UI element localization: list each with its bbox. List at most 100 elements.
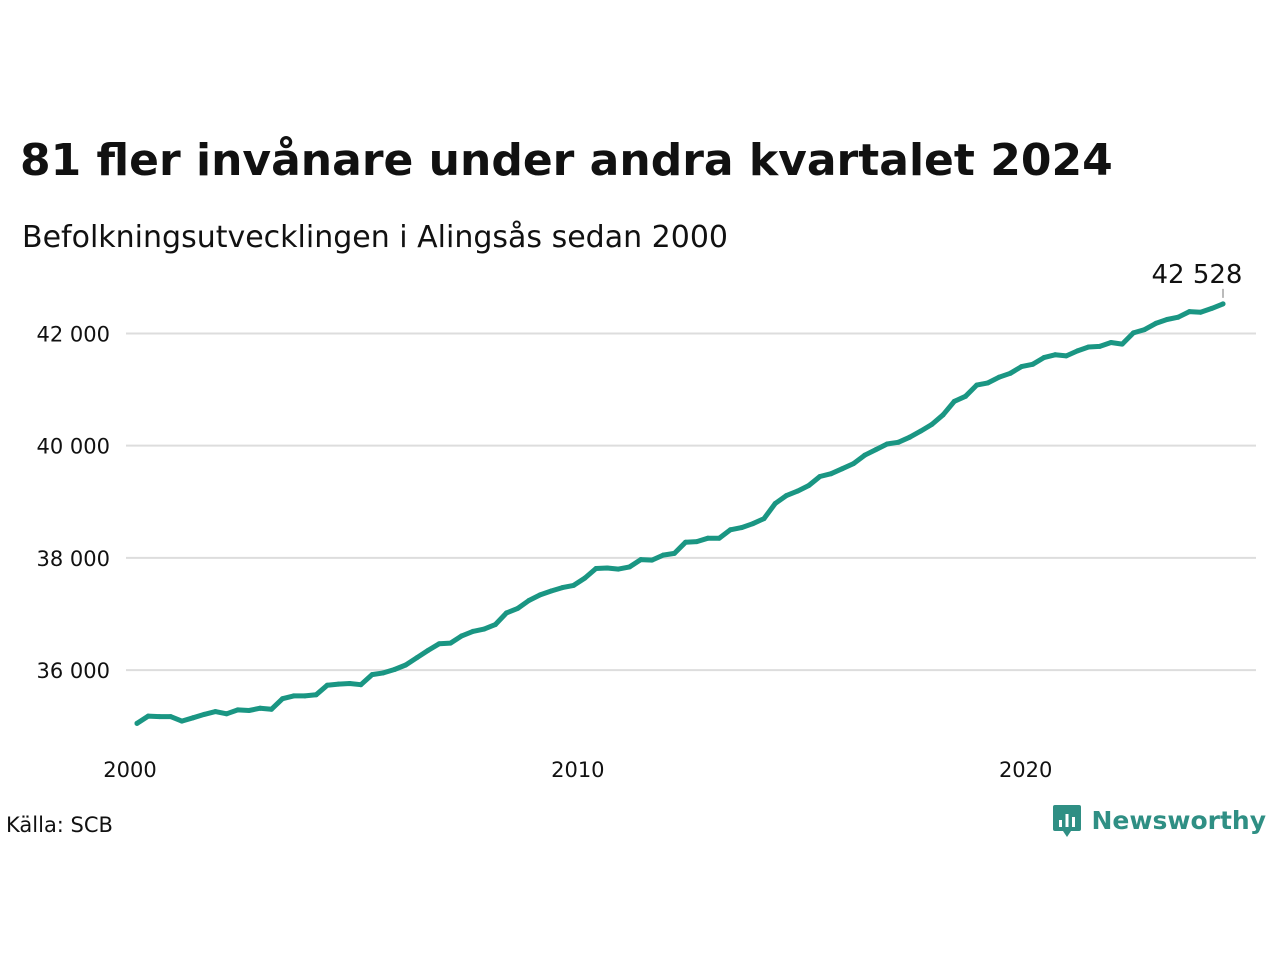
data-point [537, 592, 543, 598]
data-point [918, 428, 924, 434]
bar-chart-speech-bubble-icon [1052, 805, 1081, 837]
data-point [1108, 340, 1114, 345]
data-point [649, 557, 655, 563]
data-point [313, 692, 319, 698]
data-point [996, 374, 1002, 380]
chart-subtitle: Befolkningsutvecklingen i Alingsås sedan… [22, 220, 728, 255]
data-point [1164, 317, 1170, 322]
data-point [548, 588, 554, 594]
data-point [1019, 364, 1024, 370]
data-point [895, 439, 901, 445]
data-point [828, 471, 834, 477]
data-point [425, 647, 431, 653]
data-point [235, 707, 241, 713]
data-point [683, 539, 689, 545]
data-point [783, 493, 789, 499]
y-axis-tick-labels: 36 000 38 000 40 000 42 000 [37, 322, 110, 683]
data-point [1063, 353, 1069, 359]
y-tick-label: 38 000 [37, 547, 110, 571]
x-tick-label: 2020 [999, 758, 1052, 782]
data-point [504, 610, 509, 616]
data-point [358, 682, 364, 688]
data-point [627, 564, 633, 570]
data-point [593, 566, 599, 571]
data-point [761, 516, 767, 522]
data-point [582, 575, 588, 581]
data-point [201, 711, 207, 717]
end-value-label: 42 528 [1152, 260, 1243, 290]
data-point [750, 521, 756, 527]
data-point [963, 393, 968, 399]
data-point [727, 527, 733, 533]
x-tick-label: 2000 [103, 758, 156, 782]
data-point [739, 525, 745, 531]
data-point [515, 605, 521, 611]
data-point [1086, 344, 1092, 350]
source-note: Källa: SCB [6, 813, 113, 837]
data-point [481, 626, 487, 632]
data-point [1130, 330, 1136, 336]
data-point [571, 582, 577, 588]
data-point [772, 501, 778, 506]
data-point [1186, 309, 1192, 315]
data-point [1198, 309, 1204, 315]
data-point [907, 434, 912, 440]
data-point [403, 662, 409, 668]
data-point [526, 598, 532, 603]
data-point [156, 714, 162, 720]
data-point [839, 466, 845, 472]
data-point [817, 474, 823, 479]
data-point [336, 681, 341, 687]
data-point [1153, 320, 1159, 326]
data-point [168, 714, 174, 720]
data-point [940, 412, 946, 418]
data-points [134, 301, 1226, 726]
data-point [134, 720, 140, 726]
brand-logo[interactable]: Newsworthy [1052, 803, 1266, 839]
data-point [492, 622, 498, 628]
data-point [347, 681, 353, 686]
y-tick-label: 40 000 [37, 435, 110, 459]
data-point [280, 696, 285, 702]
data-point [380, 670, 386, 676]
data-point [257, 705, 263, 711]
data-point [873, 447, 879, 453]
data-point [660, 552, 666, 558]
x-tick-label: 2010 [551, 758, 604, 782]
data-point [884, 441, 890, 447]
data-point [246, 708, 252, 713]
data-point [1220, 301, 1226, 307]
data-point [974, 382, 980, 388]
data-point [694, 539, 700, 545]
data-point [951, 398, 957, 404]
data-point [1007, 370, 1013, 376]
data-point [1175, 314, 1181, 320]
data-point [1052, 352, 1058, 358]
data-point [324, 682, 330, 688]
data-point [190, 715, 196, 721]
y-tick-label: 36 000 [37, 659, 110, 683]
data-point [224, 711, 230, 717]
data-point [795, 488, 801, 494]
data-point [212, 709, 218, 715]
data-point [929, 421, 935, 427]
data-point [705, 535, 711, 541]
data-point [1030, 361, 1036, 367]
gridlines [126, 332, 1256, 672]
data-point [436, 641, 442, 647]
x-axis-tick-labels: 2000 2010 2020 [103, 758, 1052, 782]
data-point [615, 566, 621, 572]
data-point [302, 693, 308, 699]
data-point [559, 585, 565, 591]
data-point [145, 713, 151, 719]
data-point [1075, 348, 1080, 354]
data-point [638, 557, 644, 563]
data-point [268, 706, 274, 712]
data-point [1041, 355, 1047, 361]
data-point [470, 628, 476, 634]
series-line-population [134, 301, 1226, 726]
data-point [459, 633, 465, 639]
data-point [1119, 341, 1125, 347]
data-point [851, 461, 856, 467]
